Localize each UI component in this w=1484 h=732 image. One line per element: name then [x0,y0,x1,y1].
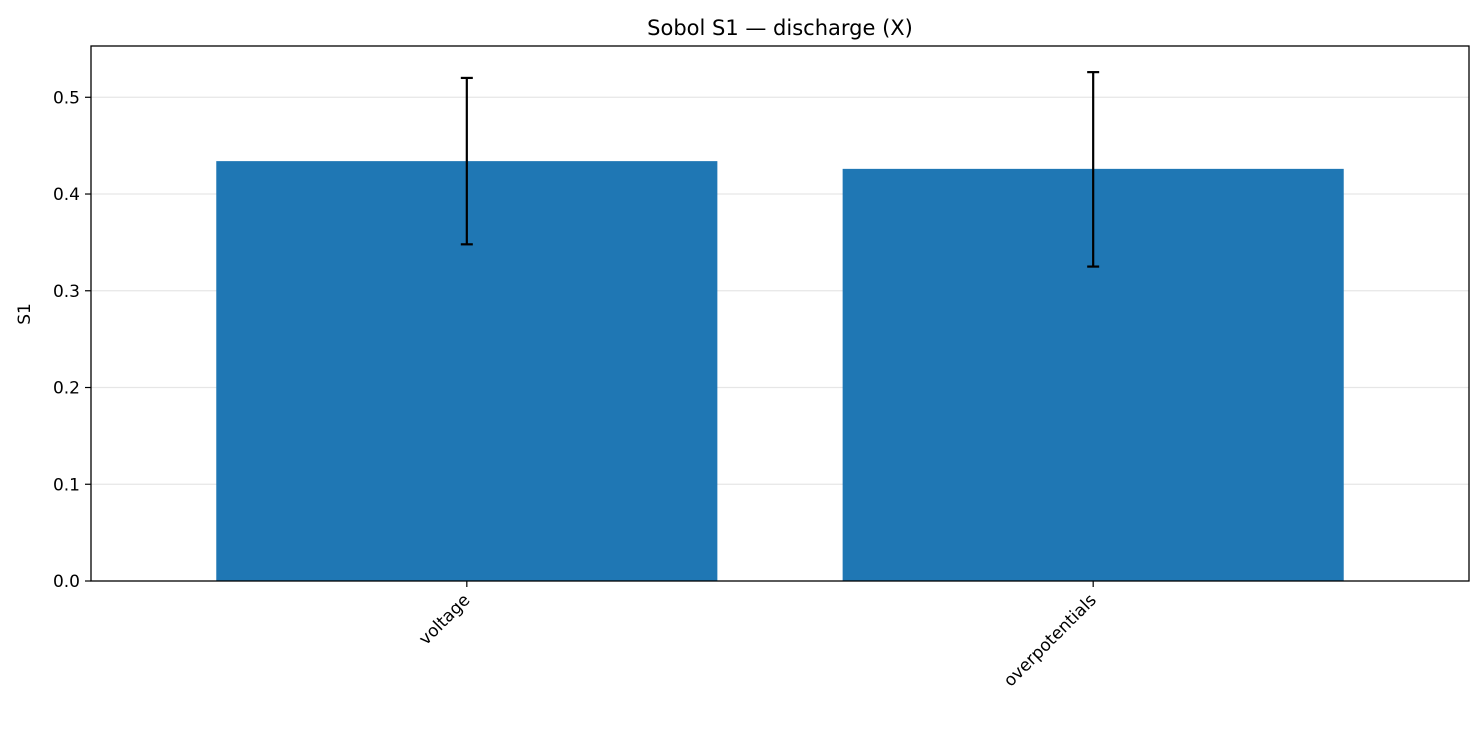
chart-title: Sobol S1 — discharge (X) [647,16,913,40]
error-bar-overpotentials [1087,71,1100,268]
plot-frame [90,45,1470,582]
y-tick-label: 0.5 [53,88,80,108]
error-bar-voltage [460,76,473,246]
y-axis-label: S1 [15,303,35,325]
x-axis-ticks: voltage overpotentials [415,581,1101,691]
x-tick-label-voltage: voltage [415,590,474,649]
bars [216,161,1344,581]
y-tick-label: 0.1 [53,475,80,495]
error-bars [460,71,1100,268]
y-tick-label: 0.4 [53,185,80,205]
x-tick-label-overpotentials: overpotentials [1000,590,1101,691]
y-axis-ticks: 0.0 0.1 0.2 0.3 0.4 0.5 [53,88,91,592]
y-tick-label: 0.3 [53,282,80,302]
y-tick-label: 0.0 [53,572,80,592]
y-tick-label: 0.2 [53,379,80,399]
